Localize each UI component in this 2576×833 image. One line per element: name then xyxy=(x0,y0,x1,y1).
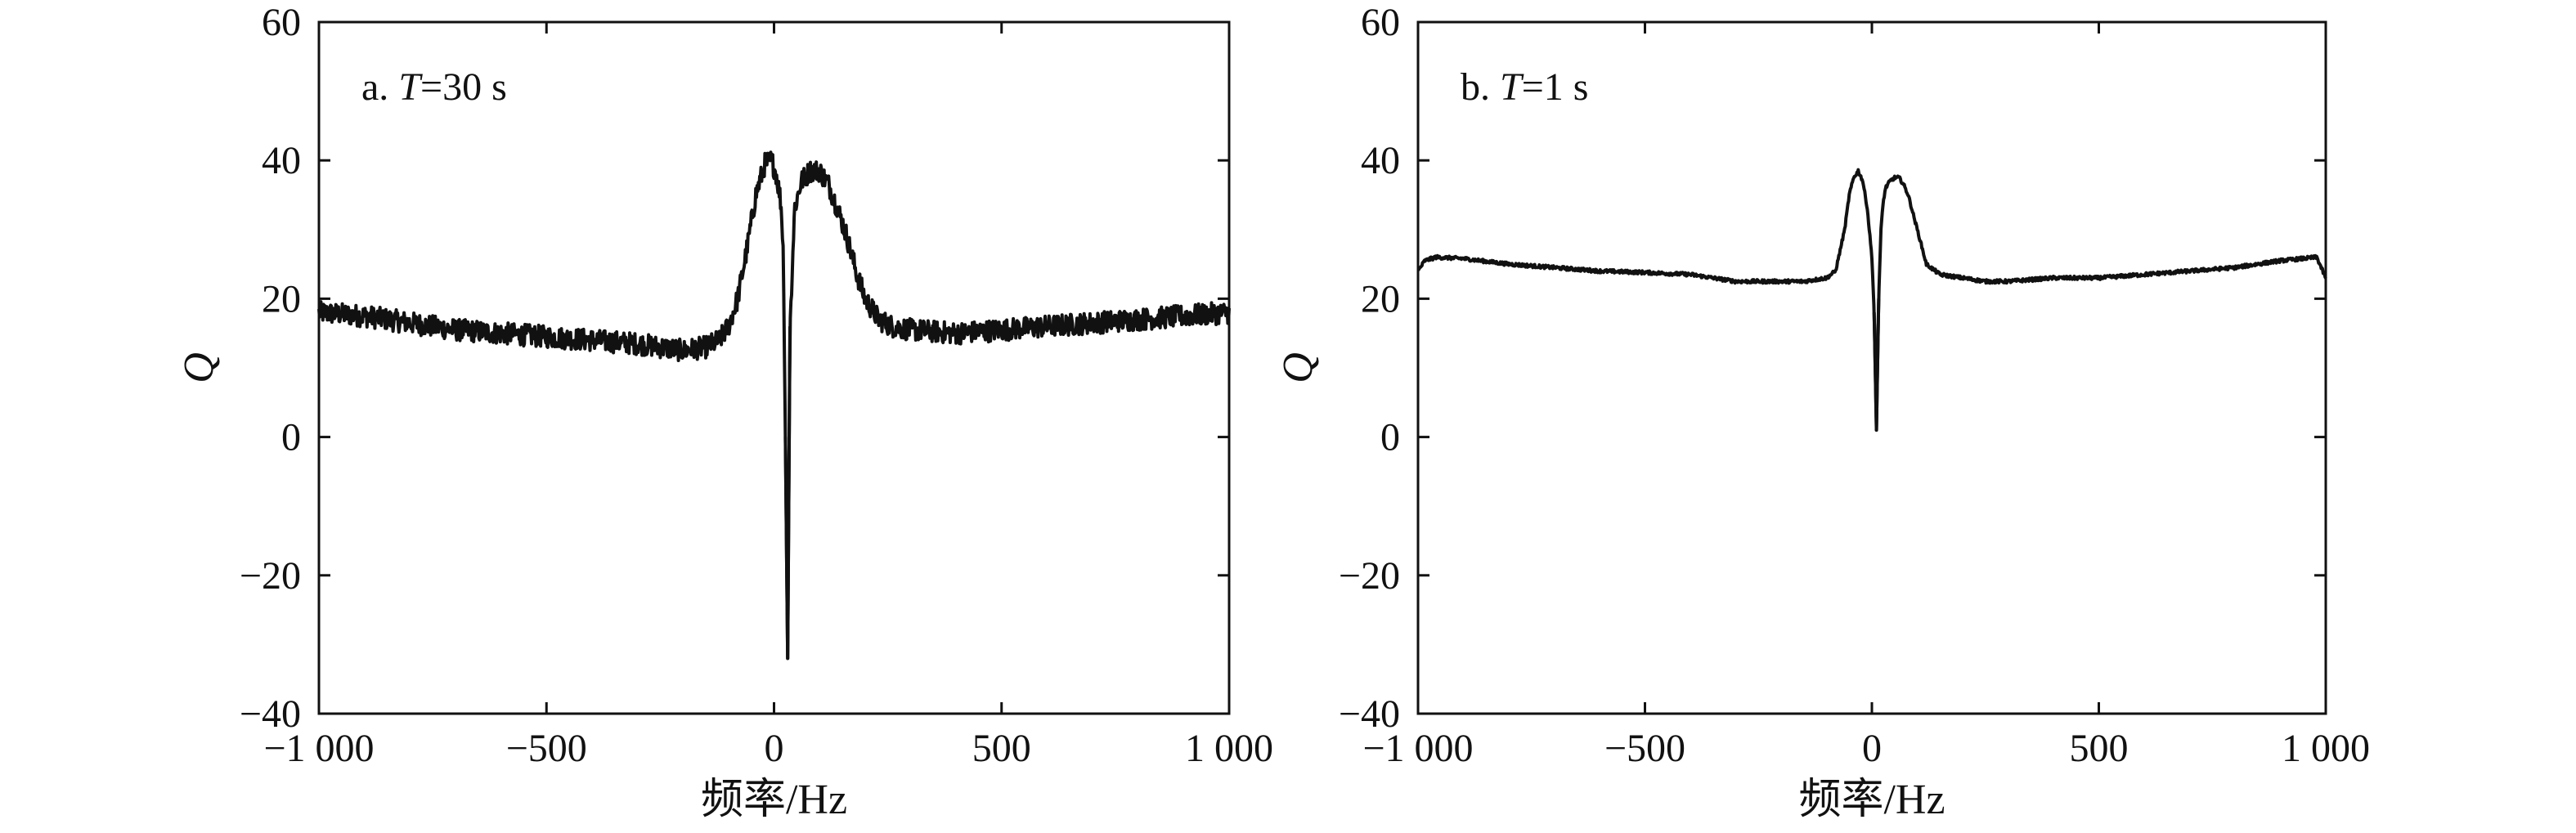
y-tick-label: 40 xyxy=(1361,139,1400,182)
x-tick-label: 1 000 xyxy=(1185,727,1273,770)
plot-frame xyxy=(317,20,1231,715)
y-axis-label: Q xyxy=(176,352,222,383)
y-axis-label: Q xyxy=(1275,352,1322,383)
annotation-variable: T xyxy=(398,65,423,109)
series-dip xyxy=(783,326,792,661)
x-tick-label: 0 xyxy=(1862,727,1882,770)
x-tick-label: −1 000 xyxy=(1362,727,1473,770)
y-tick-label: 60 xyxy=(1361,1,1400,44)
x-tick-label: −500 xyxy=(1604,727,1685,770)
series-line xyxy=(317,150,1231,661)
annotation-variable: T xyxy=(1500,65,1524,109)
annotation-suffix: =30 s xyxy=(420,65,507,109)
plot-frame xyxy=(1416,20,2327,715)
series-dip xyxy=(1872,298,1881,432)
x-tick-label: 500 xyxy=(972,727,1031,770)
y-tick-label: −40 xyxy=(1339,692,1400,736)
x-tick-label: 0 xyxy=(765,727,784,770)
series-line xyxy=(1416,168,2327,432)
x-axis-label: 频率/Hz xyxy=(1798,777,1945,823)
x-tick-label: −500 xyxy=(506,727,587,770)
y-tick-label: 20 xyxy=(1361,277,1400,320)
x-axis-label: 频率/Hz xyxy=(701,777,847,823)
y-tick-label: −40 xyxy=(240,692,301,736)
chart-panel-b: −1 000 −500 0 500 1 000 −40 −20 0 20 40 60 频率/Hz Qb.… xyxy=(1275,1,2370,823)
x-tick-label: 1 000 xyxy=(2282,727,2370,770)
x-tick-label: −1 000 xyxy=(263,727,374,770)
y-tick-label: 40 xyxy=(262,139,301,182)
y-tick-label: −20 xyxy=(1339,554,1400,598)
annotation-suffix: =1 s xyxy=(1522,65,1589,109)
y-tick-label: 60 xyxy=(262,1,301,44)
chart-panel-a: −1 000 −500 0 500 1 000 −40 −20 0 20 40 60 频率/Hz Qa.… xyxy=(176,1,1273,823)
y-tick-label: 0 xyxy=(1380,416,1400,459)
panel-annotation: b. T=1 s xyxy=(1461,65,1588,109)
annotation-prefix: a. xyxy=(361,65,398,109)
x-tick-label: 500 xyxy=(2070,727,2129,770)
y-tick-label: −20 xyxy=(240,554,301,598)
y-tick-label: 0 xyxy=(281,416,301,459)
y-tick-label: 20 xyxy=(262,277,301,320)
panel-annotation: a. T=30 s xyxy=(361,65,507,109)
annotation-prefix: b. xyxy=(1461,65,1500,109)
